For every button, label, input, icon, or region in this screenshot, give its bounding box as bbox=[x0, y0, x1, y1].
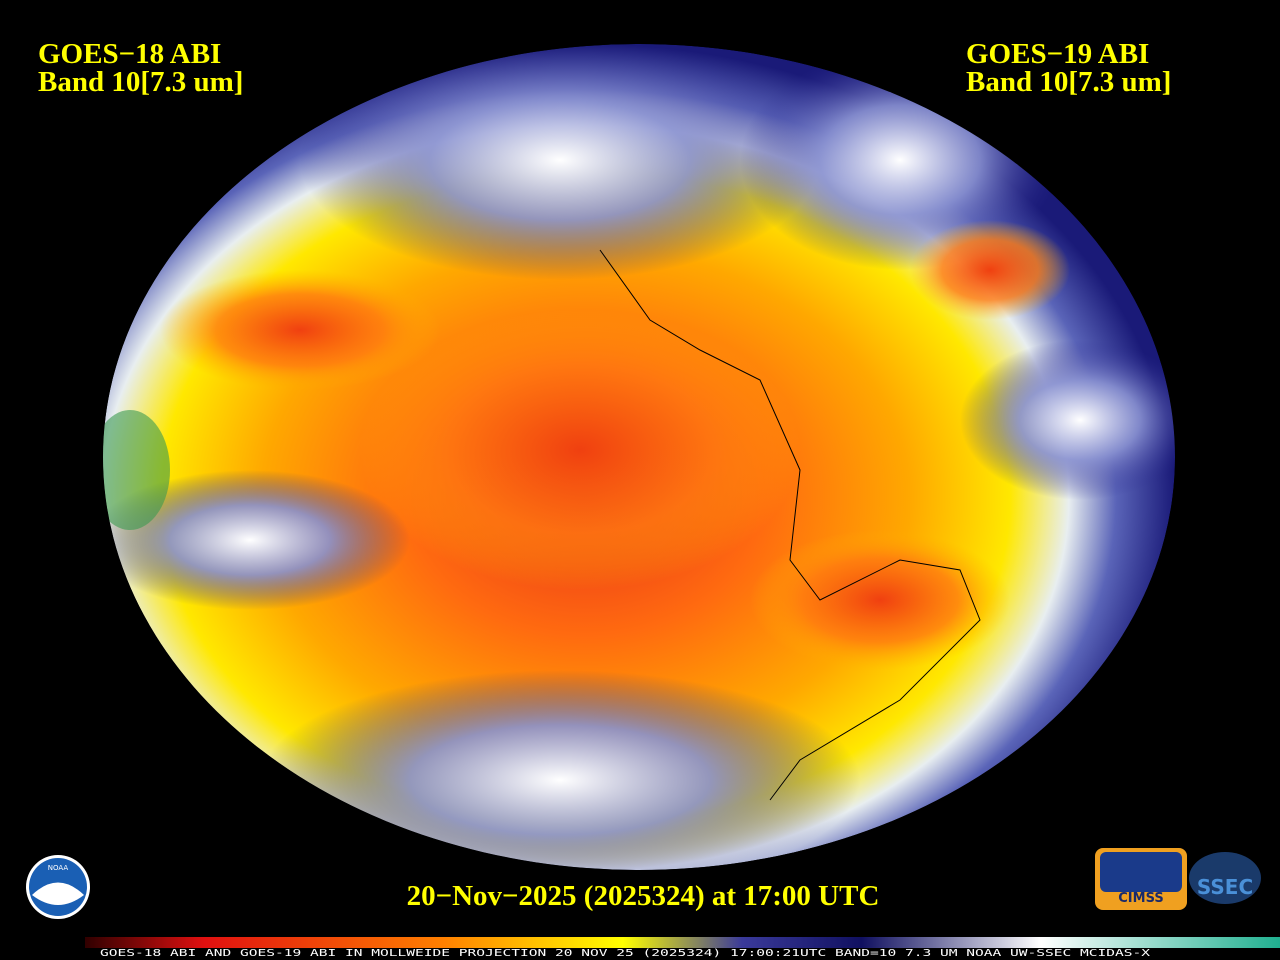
cimss-logo: CIMSS bbox=[1095, 848, 1187, 910]
timestamp: 20−Nov−2025 (2025324) at 17:00 UTC bbox=[407, 880, 880, 912]
moist-region bbox=[103, 410, 170, 530]
noaa-text: NOAA bbox=[48, 864, 69, 872]
dry-region bbox=[360, 310, 800, 590]
dry-region bbox=[910, 220, 1070, 320]
dry-region bbox=[160, 270, 440, 390]
cimss-sky bbox=[1100, 852, 1182, 892]
noaa-bird bbox=[32, 882, 84, 905]
ssec-globe bbox=[1189, 852, 1261, 904]
right-label: Band 10[7.3 um] bbox=[966, 66, 1171, 98]
dry-region bbox=[750, 530, 1010, 670]
cloud-band bbox=[300, 44, 820, 280]
ssec-text: SSEC bbox=[1197, 875, 1253, 899]
cloud-band bbox=[260, 670, 860, 870]
cloud-band bbox=[960, 340, 1175, 500]
cloud-band bbox=[103, 470, 410, 610]
left-label: Band 10[7.3 um] bbox=[38, 66, 243, 98]
left-label: GOES−18 ABI bbox=[38, 38, 221, 70]
globe bbox=[103, 44, 1175, 870]
caption: GOES-18 ABI AND GOES-19 ABI IN MOLLWEIDE… bbox=[100, 948, 1150, 959]
coastline bbox=[599, 249, 981, 801]
right-label: GOES−19 ABI bbox=[966, 38, 1149, 70]
ssec-logo: SSEC bbox=[1189, 852, 1261, 904]
cimss-text: CIMSS bbox=[1118, 891, 1163, 906]
color-bar bbox=[85, 937, 1280, 948]
noaa-logo: NOAA bbox=[26, 855, 90, 919]
